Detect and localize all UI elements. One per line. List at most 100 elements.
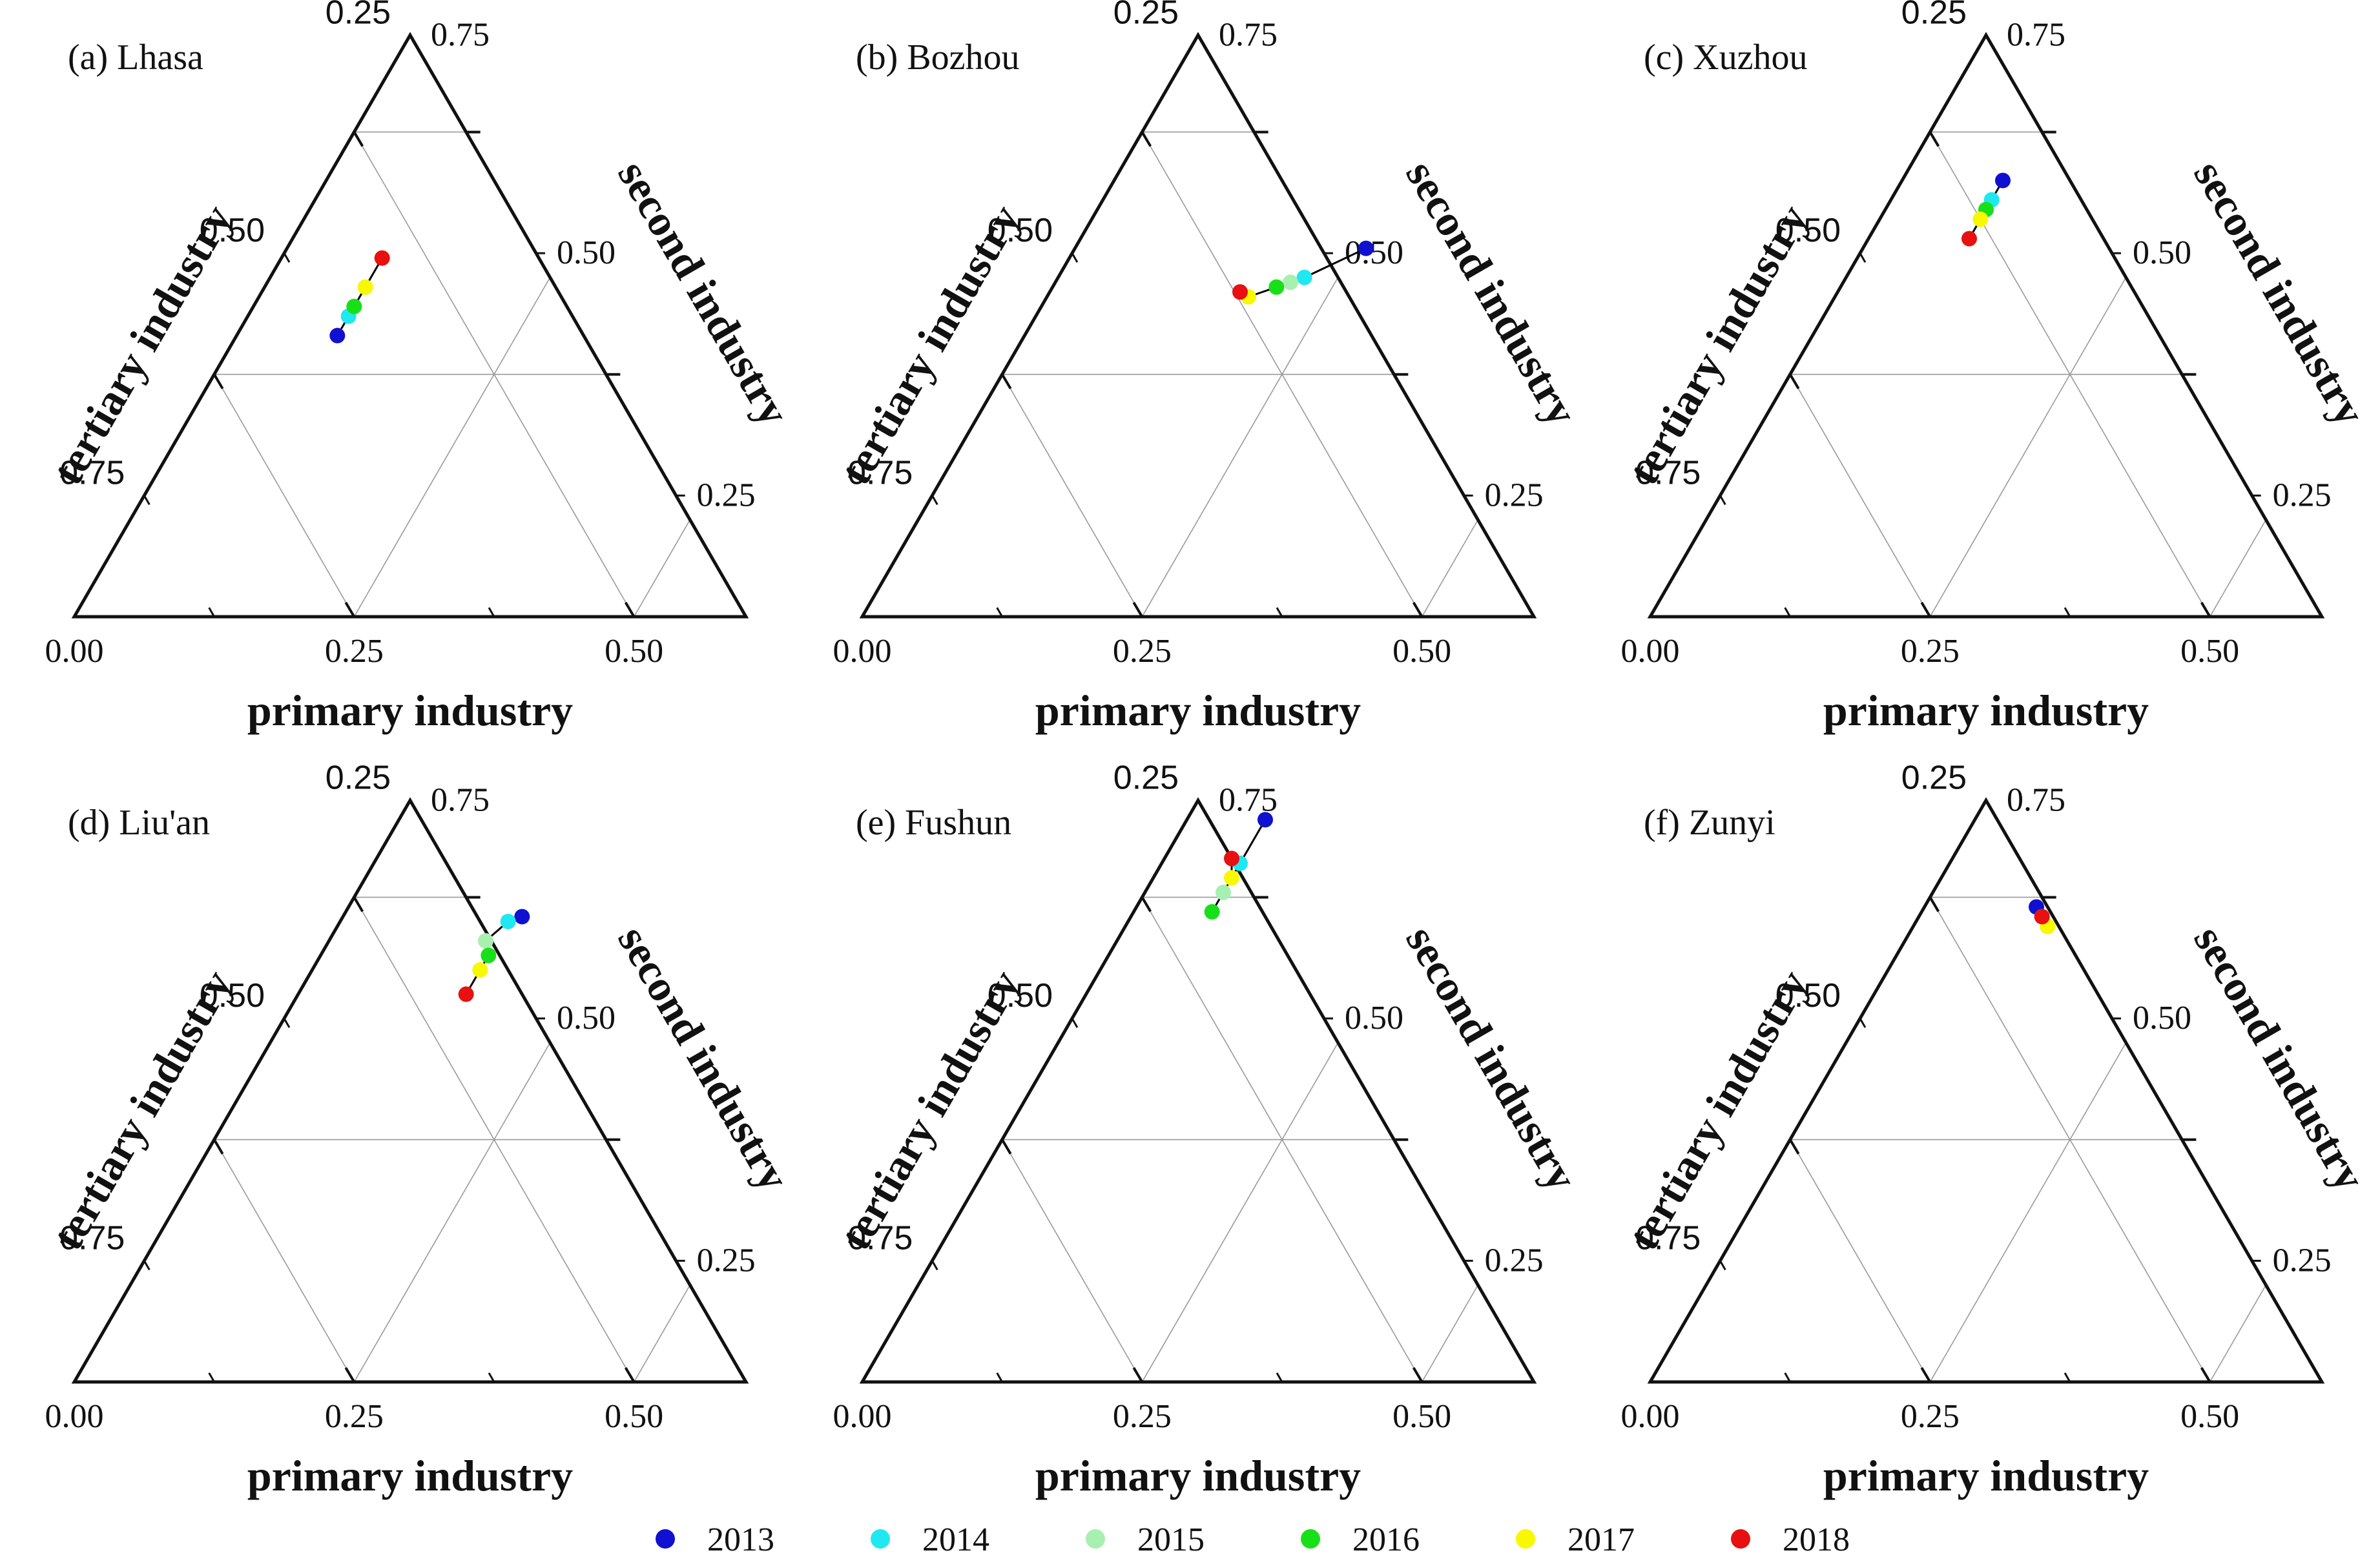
legend-label-2015: 2015 [1137,1521,1205,1558]
bottom-tick-label: 0.00 [45,1398,104,1435]
point-2018 [1961,231,1977,247]
left-tick [1141,131,1152,147]
panels-container: 0.00 0.25 0.50 0.75 0.50 0.25 0.25 0.50 0.75 prim… [43,0,2375,1500]
left-tick-label: 0.75 [1635,454,1701,491]
point-2018 [2034,909,2050,925]
right-tick-labels: 0.25 0.50 0.75 [1219,781,1544,1279]
bottom-tick-labels: 0.00 0.25 0.50 [1621,633,2240,670]
bottom-tick-label: 0.25 [325,1398,384,1435]
bottom-tick-label: 0.00 [1621,633,1680,670]
grid-primary-0.5 [2209,1284,2267,1383]
legend-label-2016: 2016 [1352,1521,1420,1558]
legend-marker-2018 [1731,1529,1750,1549]
point-2017 [1972,211,1989,227]
bottom-tick [488,607,495,617]
grid-tertiary-0.75 [1789,374,1931,617]
bottom-tick-labels: 0.00 0.25 0.50 [1621,1398,2240,1435]
grid-tertiary-0.5 [1141,132,1423,617]
bottom-axis-title: primary industry [247,1451,573,1500]
bottom-tick [624,1366,636,1383]
left-tick [353,131,364,147]
grid-lines [213,896,691,1383]
bottom-tick-label: 0.50 [605,1398,663,1435]
grid-primary-0.5 [633,519,691,617]
grid-primary-0.5 [2209,519,2267,617]
point-2015 [1216,884,1231,900]
ternary-frame [1647,797,2325,1384]
point-2018 [458,986,474,1002]
grid-tertiary-0.5 [1929,897,2211,1383]
right-tick-labels: 0.25 0.50 0.75 [2007,781,2332,1279]
point-2013 [1358,240,1374,256]
bottom-tick [1132,601,1144,618]
bottom-tick [1412,601,1423,618]
grid-tertiary-0.5 [353,132,635,617]
ticks [931,130,1473,618]
left-tick [1000,1138,1012,1155]
bottom-tick-labels: 0.00 0.25 0.50 [45,633,664,670]
point-2014 [1296,269,1312,285]
bottom-tick-label: 0.25 [325,633,384,670]
right-tick-labels: 0.25 0.50 0.75 [431,781,756,1279]
ternary-frame [859,797,1537,1384]
right-axis-title: second industry [2184,918,2375,1199]
panel-label: (a) Lhasa [68,37,203,77]
grid-primary-0.5 [633,1284,691,1383]
point-2014 [500,913,516,929]
right-axis-title: second industry [608,918,799,1199]
right-tick-labels: 0.25 0.50 0.75 [431,16,756,513]
left-tick-label: 0.25 [1113,759,1179,796]
bottom-axis-title: primary industry [1823,686,2149,735]
point-2017 [472,962,488,978]
bottom-tick [996,607,1003,617]
left-tick [283,252,291,263]
left-tick-labels: 0.75 0.50 0.25 [59,0,391,491]
panel-1: 0.00 0.25 0.50 0.75 0.50 0.25 0.25 0.50 0.75 prim… [43,0,800,735]
bottom-tick [1784,607,1791,617]
markers [2029,899,2056,934]
right-axis-title: second industry [1396,918,1587,1199]
point-2016 [346,298,362,314]
bottom-tick [488,1372,495,1383]
left-tick [931,1260,938,1271]
point-2018 [1224,850,1239,867]
bottom-tick-label: 0.50 [1392,1398,1451,1435]
point-2016 [481,947,497,963]
panel-4: 0.00 0.25 0.50 0.75 0.50 0.25 0.25 0.50 0.75 prim… [43,759,800,1500]
bottom-tick [1920,601,1932,618]
bottom-tick-label: 0.25 [1901,1398,1960,1435]
left-tick-label: 0.25 [326,759,391,796]
bottom-tick-labels: 0.00 0.25 0.50 [45,1398,664,1435]
point-2015 [1283,274,1298,291]
panel-5: 0.00 0.25 0.50 0.75 0.50 0.25 0.25 0.50 0.75 prim… [831,759,1588,1500]
bottom-tick-label: 0.50 [2180,633,2239,670]
bottom-tick [624,601,636,618]
right-tick-label: 0.75 [1219,16,1278,53]
left-tick-label: 0.25 [326,0,391,31]
grid-tertiary-0.75 [213,1139,355,1383]
markers [458,909,530,1002]
bottom-tick-label: 0.00 [833,1398,892,1435]
right-tick-label: 0.50 [2133,1000,2191,1036]
ternary-frame [71,32,749,619]
grid-tertiary-0.75 [1001,1139,1143,1383]
right-tick-label: 0.75 [431,781,490,818]
left-tick-label: 0.50 [200,212,265,249]
point-2013 [1257,812,1273,828]
legend: 2013 2014 2015 2016 2017 2018 [656,1521,1850,1558]
bottom-tick-label: 0.50 [605,633,663,670]
left-axis-title: tertiary industry [43,962,242,1257]
panel-label: (d) Liu'an [68,803,210,843]
point-2015 [478,932,493,949]
bottom-tick-label: 0.00 [45,633,104,670]
grid-primary-0.25 [1929,1042,2127,1383]
legend-label-2014: 2014 [922,1521,989,1558]
right-tick-label: 0.75 [2007,16,2065,53]
left-tick [1859,252,1867,263]
panel-label: (e) Fushun [856,803,1011,843]
grid-lines [1789,896,2267,1383]
bottom-tick [344,1366,356,1383]
grid-lines [1789,131,2267,617]
left-tick-labels: 0.75 0.50 0.25 [1635,0,1967,491]
left-tick [1071,252,1079,263]
